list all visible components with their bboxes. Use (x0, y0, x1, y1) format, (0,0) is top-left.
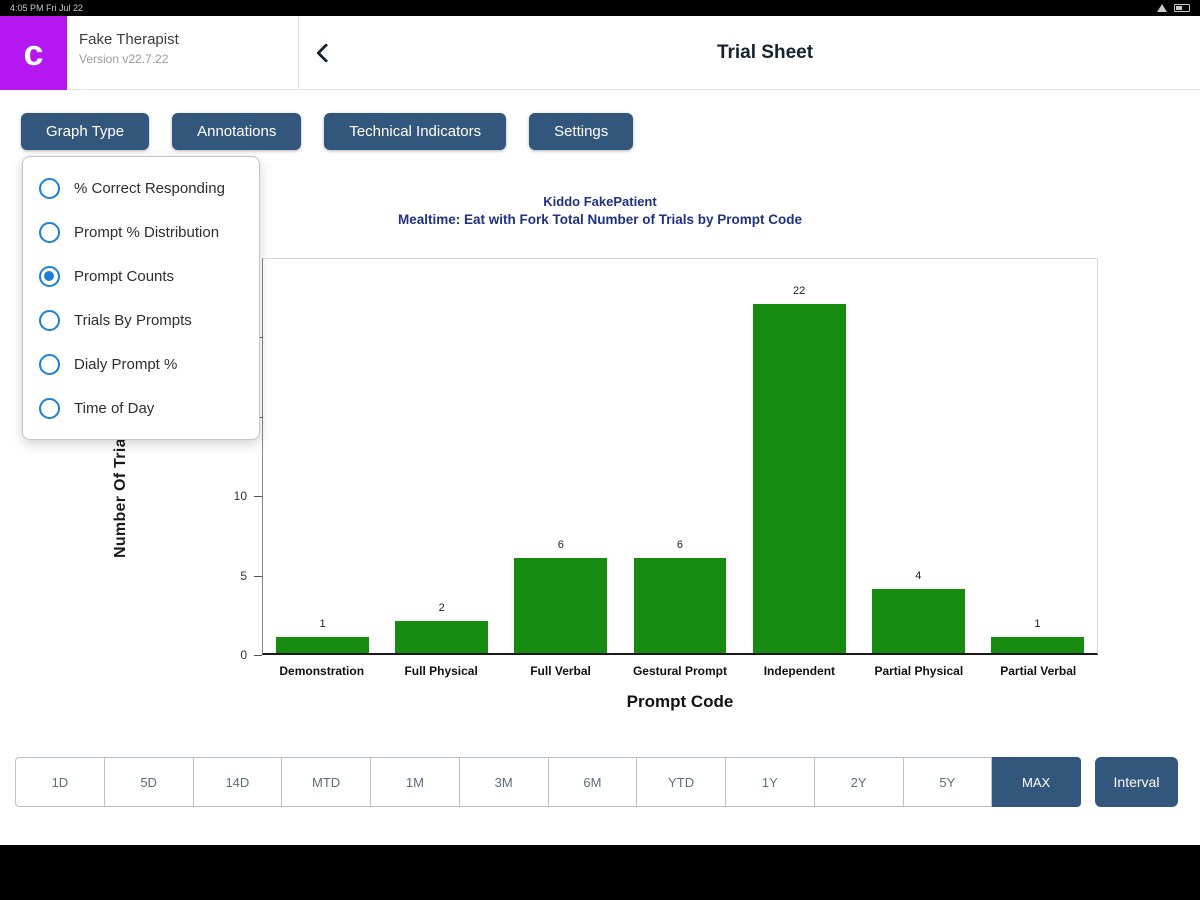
interval-3m[interactable]: 3M (459, 757, 549, 807)
app-logo: c (0, 16, 67, 90)
settings-button[interactable]: Settings (529, 113, 634, 150)
toolbar: Graph Type Annotations Technical Indicator… (21, 113, 634, 150)
chart-subtitle: Mealtime: Eat with Fork Total Number of … (397, 212, 803, 227)
graph-type-option-prompt-counts[interactable]: Prompt Counts (23, 254, 259, 298)
bar-slot: 6 (620, 259, 739, 653)
bar-full-verbal[interactable] (514, 557, 608, 653)
interval-2y[interactable]: 2Y (814, 757, 904, 807)
bar-slot: 1 (978, 259, 1097, 653)
graph-type-menu: % Correct Responding Prompt % Distributio… (22, 156, 260, 440)
header-divider (298, 16, 299, 90)
interval-row: 1D 5D 14D MTD 1M 3M 6M YTD 1Y 2Y 5Y MAX (15, 757, 1081, 807)
app-header: c Fake Therapist Version v22.7.22 Trial … (0, 16, 1200, 90)
category-label-gestural-prompt: Gestural Prompt (632, 664, 727, 678)
page-title: Trial Sheet (716, 42, 814, 63)
y-tick-label: 10 (233, 489, 247, 504)
category-label-demonstration: Demonstration (279, 664, 365, 678)
category-label-partial-verbal: Partial Verbal (1000, 664, 1077, 678)
bar-partial-verbal[interactable] (990, 637, 1084, 653)
bar-slot: 1 (263, 259, 382, 653)
graph-type-button[interactable]: Graph Type (21, 113, 150, 150)
bar-full-physical[interactable] (395, 621, 489, 653)
graph-type-option-label: Dialy Prompt % (74, 355, 178, 373)
graph-type-option-trials-by-prompts[interactable]: Trials By Prompts (23, 298, 259, 342)
wifi-icon (1157, 4, 1167, 12)
interval-5d[interactable]: 5D (104, 757, 194, 807)
interval-6m[interactable]: 6M (548, 757, 638, 807)
interval-1y[interactable]: 1Y (726, 757, 815, 807)
graph-type-option-label: Trials By Prompts (74, 311, 192, 329)
bar-value-label: 1 (1034, 618, 1041, 631)
bar-demonstration[interactable] (276, 637, 370, 653)
tick-mark (254, 655, 262, 656)
radio-selected-icon[interactable] (39, 265, 60, 287)
graph-type-option-label: Prompt Counts (74, 267, 175, 285)
radio-icon[interactable] (39, 353, 60, 375)
category-label-independent: Independent (763, 664, 836, 678)
annotations-button[interactable]: Annotations (172, 113, 302, 150)
y-tick-label: 5 (240, 568, 247, 583)
bar-value-label: 4 (915, 570, 922, 583)
category-label-partial-physical: Partial Physical (874, 664, 964, 678)
bar-slot: 2 (382, 259, 501, 653)
interval-14d[interactable]: 14D (193, 757, 283, 807)
interval-1d[interactable]: 1D (15, 757, 105, 807)
interval-max[interactable]: MAX (992, 757, 1081, 807)
graph-type-option-label: Prompt % Distribution (74, 223, 220, 241)
plot-bars: 1 2 6 6 22 4 1 (263, 259, 1097, 653)
android-nav-bar (0, 845, 1200, 900)
category-label-full-physical: Full Physical (404, 664, 478, 678)
app-version: Version v22.7.22 (79, 52, 169, 66)
radio-icon[interactable] (39, 397, 60, 419)
radio-icon[interactable] (39, 177, 60, 199)
bar-slot: 6 (501, 259, 620, 653)
bar-gestural-prompt[interactable] (633, 557, 727, 653)
status-time: 4:05 PM Fri Jul 22 (10, 3, 84, 13)
interval-5y[interactable]: 5Y (903, 757, 993, 807)
chart-title: Kiddo FakePatient (543, 194, 657, 209)
radio-icon[interactable] (39, 309, 60, 331)
status-bar: 4:05 PM Fri Jul 22 (0, 0, 1200, 16)
battery-icon (1174, 4, 1190, 12)
graph-type-option-correct-responding[interactable]: % Correct Responding (23, 166, 259, 210)
x-axis-title: Prompt Code (626, 692, 734, 711)
y-axis-title: Number Of Trials (112, 424, 129, 558)
tick-mark (254, 575, 262, 577)
app-name: Fake Therapist (79, 31, 179, 48)
bar-value-label: 6 (676, 538, 684, 551)
bar-value-label: 6 (557, 538, 564, 551)
status-icons (1157, 4, 1190, 12)
interval-mtd[interactable]: MTD (282, 757, 371, 807)
category-label-full-verbal: Full Verbal (530, 664, 591, 678)
y-tick-label: 0 (240, 648, 247, 662)
bar-slot: 4 (859, 259, 978, 653)
bar-value-label: 2 (438, 602, 445, 615)
bar-slot: 22 (740, 259, 859, 653)
bar-value-label: 1 (319, 618, 326, 631)
category-labels: Demonstration Full Physical Full Verbal Ges… (262, 664, 1098, 678)
graph-type-option-time-of-day[interactable]: Time of Day (23, 386, 259, 430)
app-identity: Fake Therapist Version v22.7.22 (79, 31, 179, 66)
graph-type-option-dialy-prompt[interactable]: Dialy Prompt % (23, 342, 259, 386)
tick-mark (254, 496, 262, 498)
graph-type-option-label: % Correct Responding (74, 179, 225, 197)
bar-value-label: 22 (793, 284, 806, 297)
bar-partial-physical[interactable] (871, 589, 965, 653)
interval-1m[interactable]: 1M (371, 757, 460, 807)
bar-independent[interactable] (752, 303, 846, 653)
interval-button[interactable]: Interval (1095, 757, 1178, 807)
interval-ytd[interactable]: YTD (637, 757, 726, 807)
bar-chart-plot-area: 1 2 6 6 22 4 1 (262, 258, 1098, 655)
graph-type-option-prompt-distribution[interactable]: Prompt % Distribution (23, 210, 259, 254)
app-logo-letter: c (23, 32, 44, 73)
radio-icon[interactable] (39, 221, 60, 243)
graph-type-option-label: Time of Day (74, 399, 155, 417)
technical-indicators-button[interactable]: Technical Indicators (324, 113, 507, 150)
